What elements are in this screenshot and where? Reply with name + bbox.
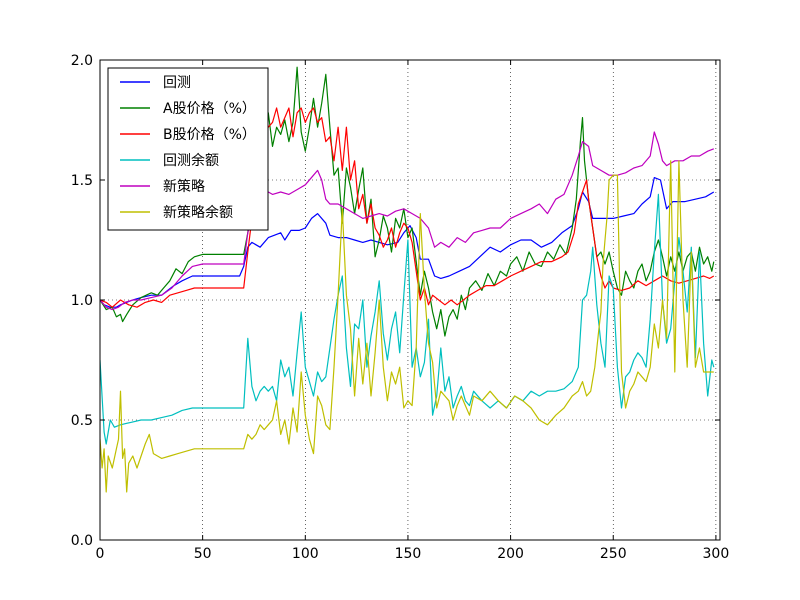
x-tick-label: 250 <box>600 546 627 562</box>
axis-ticks: 0 50 100 150 200 250 300 0.0 0.5 1.0 1.5 2.0 <box>71 53 730 562</box>
legend-label-0: 回测 <box>163 75 191 91</box>
legend-label-4: 新策略 <box>163 178 205 195</box>
series-line-4 <box>100 131 715 311</box>
series-line-5 <box>100 160 714 493</box>
legend-label-2: B股价格（%） <box>163 127 256 143</box>
x-tick-label: 150 <box>395 546 422 562</box>
y-tick-label: 1.0 <box>71 293 93 309</box>
x-tick-label: 200 <box>497 546 524 562</box>
x-tick-label: 0 <box>96 546 105 562</box>
series-lines <box>100 66 715 493</box>
series-line-0 <box>100 177 715 308</box>
legend-label-3: 回测余额 <box>163 152 219 169</box>
series-line-2 <box>100 107 715 308</box>
legend-label-1: A股价格（%） <box>163 101 256 117</box>
series-line-3 <box>100 193 715 445</box>
x-tick-label: 50 <box>194 546 212 562</box>
legend-box <box>107 67 269 231</box>
y-tick-label: 0.5 <box>71 413 93 429</box>
y-tick-label: 2.0 <box>71 53 93 69</box>
y-tick-label: 0.0 <box>71 533 93 549</box>
x-tick-label: 100 <box>292 546 319 562</box>
legend-label-5: 新策略余额 <box>163 204 233 221</box>
y-tick-label: 1.5 <box>71 173 93 189</box>
x-tick-label: 300 <box>703 546 730 562</box>
